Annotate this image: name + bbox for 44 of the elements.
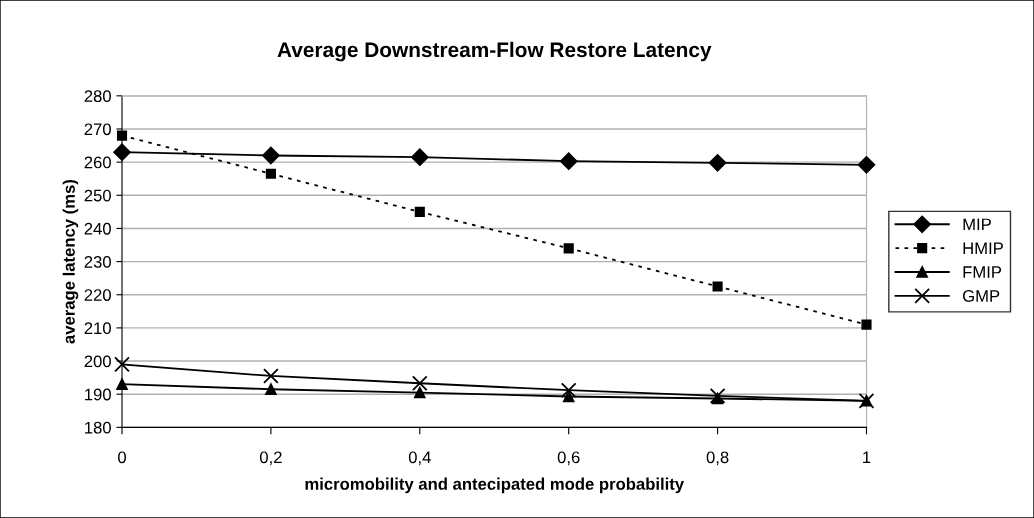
point (116, 378, 128, 391)
point (113, 143, 131, 161)
legend-label: FMIP (963, 266, 1002, 278)
x-tick-label: 0 (118, 451, 126, 464)
point (857, 156, 876, 174)
point (563, 243, 574, 254)
x-tick-label: 0,4 (408, 451, 431, 466)
y-tick-label: 180 (85, 421, 111, 434)
y-axis-title: average latency (ms) (62, 179, 79, 344)
point (265, 168, 276, 179)
point (265, 383, 277, 395)
y-tick-label: 230 (84, 255, 111, 268)
y-tick-label: 240 (84, 222, 111, 235)
y-tick-label: 190 (85, 388, 111, 401)
point (861, 319, 872, 330)
y-tick-label: 270 (84, 123, 111, 136)
y-tick-label: 220 (84, 289, 111, 301)
x-tick-label: 0,6 (557, 451, 580, 466)
point (116, 130, 128, 141)
y-tick-label: 210 (84, 322, 111, 335)
point (562, 390, 575, 403)
point (708, 154, 727, 172)
point (263, 368, 279, 384)
y-tick-label: 260 (84, 156, 111, 169)
point (712, 281, 723, 292)
point (414, 206, 425, 217)
point (559, 152, 578, 170)
legend-label: HMIP (963, 242, 1003, 254)
y-tick-label: 200 (84, 355, 111, 368)
chart-title: Average Downstream-Flow Restore Latency (277, 41, 712, 62)
point (411, 375, 428, 392)
point (414, 386, 426, 399)
x-axis-title: micromobility and antecipated mode probability (305, 477, 685, 494)
x-tick-label: 0,2 (259, 451, 282, 466)
y-tick-label: 280 (84, 90, 111, 103)
x-tick-label: 1 (863, 451, 871, 464)
legend-label: MIP (963, 218, 991, 231)
point (411, 148, 429, 166)
x-tick-label: 0,8 (706, 451, 729, 466)
y-tick-label: 250 (84, 189, 111, 202)
legend-label: GMP (963, 290, 1000, 302)
point (114, 356, 130, 373)
point (262, 146, 280, 165)
point (560, 382, 577, 399)
